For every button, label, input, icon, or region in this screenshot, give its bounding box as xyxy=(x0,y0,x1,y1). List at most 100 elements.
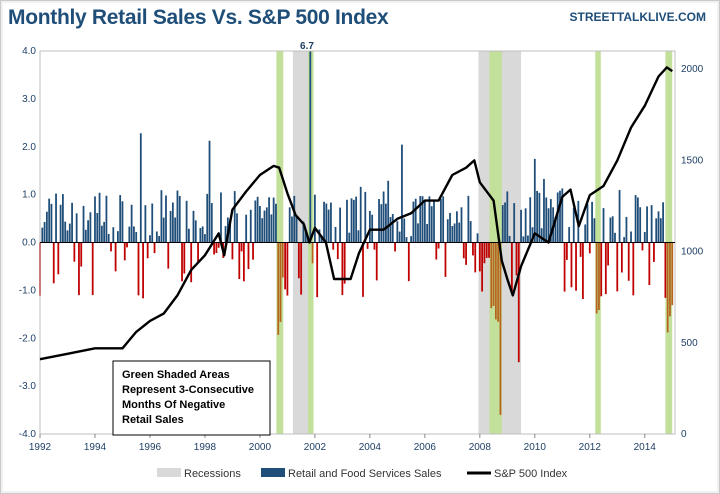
sales-bar xyxy=(268,197,270,243)
sales-bar xyxy=(428,196,431,243)
sales-bar xyxy=(206,193,209,243)
sales-bar xyxy=(378,199,380,243)
sales-bar xyxy=(456,211,458,243)
sales-bar xyxy=(375,242,378,281)
sales-bar xyxy=(653,242,655,262)
sales-bar xyxy=(522,236,525,243)
x-tick-label: 2008 xyxy=(469,442,492,453)
y-left-tick-label: -2.0 xyxy=(19,333,37,344)
legend: Recessions Retail and Food Services Sale… xyxy=(157,468,568,480)
sales-bar xyxy=(666,242,669,333)
sales-bar xyxy=(449,212,451,243)
sales-bar xyxy=(417,223,419,243)
sales-bar xyxy=(575,242,577,291)
legend-swatch-recessions xyxy=(157,468,181,477)
sales-bar xyxy=(584,224,587,243)
sales-bar xyxy=(394,242,396,252)
sales-bar xyxy=(419,196,422,243)
sales-bar xyxy=(171,202,174,243)
sales-bar xyxy=(636,197,639,243)
sales-bar xyxy=(144,205,147,243)
x-tick-label: 1996 xyxy=(139,442,162,453)
sales-bar xyxy=(563,242,566,292)
y-left-tick-label: 4.0 xyxy=(22,46,36,57)
sales-bar xyxy=(263,210,266,243)
sales-bar xyxy=(229,218,232,243)
sales-bar xyxy=(84,229,87,243)
sales-bar xyxy=(265,207,268,243)
sales-bar xyxy=(474,242,477,273)
sales-bar xyxy=(261,218,264,243)
sales-bar xyxy=(529,197,532,243)
sales-bar xyxy=(494,242,497,320)
annotation-line-2: Represent 3-Consecutive xyxy=(122,384,254,396)
sales-bar xyxy=(233,191,236,243)
y-left-tick-label: -1.0 xyxy=(19,285,37,296)
sales-bar xyxy=(110,242,112,252)
sales-bar xyxy=(162,217,165,243)
sales-bar xyxy=(632,242,635,296)
sales-bar xyxy=(169,210,172,243)
sales-bar xyxy=(286,242,289,296)
sales-bar xyxy=(598,242,600,311)
sales-bar xyxy=(483,242,486,264)
sales-bar xyxy=(112,227,115,243)
sales-bar xyxy=(469,221,472,243)
sales-bar xyxy=(181,242,183,282)
sales-bar xyxy=(414,198,417,243)
sales-bar xyxy=(515,242,518,276)
sales-bar xyxy=(634,195,637,243)
sales-bar xyxy=(158,235,161,243)
y-left-tick-label: 1.0 xyxy=(22,190,36,201)
sales-bar xyxy=(121,201,124,243)
sales-bar xyxy=(520,209,522,243)
sales-bar xyxy=(547,208,550,243)
sales-bar xyxy=(549,199,552,243)
sales-bar xyxy=(616,242,619,292)
sales-bar xyxy=(272,197,275,243)
sales-bar xyxy=(664,242,667,298)
sales-bar xyxy=(320,236,323,243)
y-right-tick-label: 1500 xyxy=(681,155,704,166)
sales-bar xyxy=(403,218,406,243)
sales-bar xyxy=(252,242,254,260)
sales-bar xyxy=(618,190,621,243)
sales-bar xyxy=(433,199,435,243)
sales-bar xyxy=(609,217,612,243)
sales-bar xyxy=(513,203,516,243)
sales-bar xyxy=(524,208,527,243)
sales-bar xyxy=(293,195,296,243)
sales-bar xyxy=(236,213,238,243)
sales-bar xyxy=(114,242,117,272)
legend-swatch-sales xyxy=(261,468,285,477)
sales-bar xyxy=(68,223,71,243)
sales-bar xyxy=(325,203,328,243)
sales-bar xyxy=(588,242,591,254)
sales-bar xyxy=(559,190,561,243)
sales-bar xyxy=(105,195,108,243)
sales-bar xyxy=(501,204,504,243)
sales-bar xyxy=(249,209,252,243)
sales-bar xyxy=(188,228,190,243)
sales-bar xyxy=(662,202,664,243)
sales-bar xyxy=(538,192,541,243)
y-right-tick-label: 1000 xyxy=(681,247,704,258)
sales-bar xyxy=(462,242,465,259)
sales-bar xyxy=(66,230,69,243)
sales-bar xyxy=(275,203,277,243)
sales-bar xyxy=(149,235,151,243)
sales-bar xyxy=(490,242,493,309)
sales-bar xyxy=(405,237,408,243)
sales-bar xyxy=(401,144,403,243)
sales-bar xyxy=(572,207,575,243)
sales-bar xyxy=(446,219,449,243)
sales-bar xyxy=(151,203,154,243)
sales-bar xyxy=(339,207,341,243)
sales-bar xyxy=(80,242,83,267)
sales-bar xyxy=(582,242,584,300)
sales-bar xyxy=(330,202,332,243)
sales-bar xyxy=(48,198,51,243)
sales-bar xyxy=(604,242,607,295)
sales-bar xyxy=(623,237,626,243)
